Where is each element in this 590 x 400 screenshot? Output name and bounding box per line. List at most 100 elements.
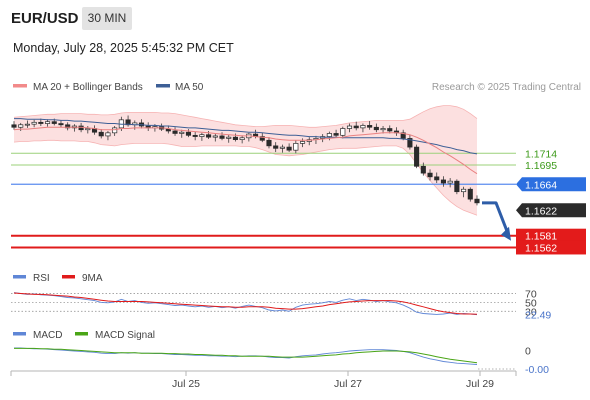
ma20-line (13, 126, 478, 175)
candle-body (259, 136, 265, 141)
pivot-label: 1.1664 (525, 179, 557, 191)
legend-rsi-label: RSI (33, 273, 50, 284)
candle-body (346, 125, 353, 129)
candle-body (414, 146, 420, 167)
candle-body (286, 146, 292, 151)
time-axis: Jul 25 Jul 27 Jul 29 (10, 371, 517, 390)
candle-body (232, 136, 238, 141)
candle-body (58, 123, 64, 126)
support-badge-4 (516, 228, 586, 243)
rsi-tick-70: 70 (525, 288, 537, 300)
legend-macd-label: MACD (33, 330, 62, 341)
candle-body (226, 136, 232, 139)
macd-panel: 0 -0.00 (14, 346, 549, 376)
candle-body (18, 124, 24, 128)
timeframe-button[interactable]: 30 MIN (82, 7, 132, 30)
candle-body (51, 121, 57, 124)
candle-body (65, 124, 71, 129)
time-axis-label-0: Jul 25 (172, 378, 200, 390)
candle-body (219, 135, 225, 139)
moving-averages (13, 118, 478, 175)
candle-body (420, 165, 426, 174)
pair-title: EUR/USD (11, 10, 79, 27)
candle-body (179, 131, 185, 134)
legend-macd-swatch (13, 332, 26, 336)
time-axis-label-2: Jul 29 (466, 378, 494, 390)
rsi-tick-30: 30 (525, 306, 537, 318)
bollinger-fill (14, 105, 477, 216)
legend-bollinger-swatch (13, 84, 27, 88)
candle-body (387, 128, 393, 132)
candle-body (165, 128, 171, 132)
candle-body (239, 137, 245, 141)
candle-body (353, 125, 359, 129)
candle-body (212, 135, 218, 138)
legend-macd-signal-label: MACD Signal (95, 330, 155, 341)
candle-body (427, 172, 433, 178)
candle-body (266, 139, 272, 147)
candle-body (434, 176, 440, 181)
candle-body (192, 134, 198, 137)
candle-body (474, 198, 480, 204)
legend-ma50-swatch (156, 84, 170, 88)
copyright-text: Research © 2025 Trading Central (432, 82, 581, 93)
support-label-5: 1.1562 (525, 242, 557, 254)
candle-body (279, 146, 285, 149)
candle-body (105, 132, 111, 137)
rsi-tick-50: 50 (525, 297, 537, 309)
candle-body (206, 134, 212, 138)
target-arrow-head (501, 226, 511, 241)
candle-body (98, 131, 104, 137)
candle-body (454, 180, 460, 193)
candle-body (333, 133, 339, 136)
candle-body (407, 138, 413, 148)
macd-last-value: -0.00 (525, 364, 549, 376)
candle-body (373, 126, 379, 131)
legend-bollinger-label: MA 20 + Bollinger Bands (33, 82, 143, 93)
macd-tick-0: 0 (525, 346, 531, 358)
candle-body (273, 145, 279, 149)
candle-body (38, 121, 44, 124)
legend-macd-signal-swatch (75, 332, 88, 336)
candle-body (340, 128, 346, 136)
target-arrow-line (482, 201, 510, 235)
candle-body (45, 121, 51, 124)
candle-body (467, 188, 473, 200)
candle-body (447, 180, 453, 184)
price-levels (11, 152, 516, 249)
candle-body (299, 141, 306, 144)
rsi-line (13, 292, 478, 316)
candle-body (199, 134, 205, 137)
candle-body (185, 131, 192, 136)
candle-body (125, 119, 131, 126)
candle-body (367, 125, 373, 128)
support-label-4: 1.1581 (525, 231, 557, 243)
time-axis-label-1: Jul 27 (334, 378, 362, 390)
legend-ma50-label: MA 50 (175, 82, 204, 93)
target-arrow (482, 201, 511, 241)
candle-body (326, 133, 332, 137)
last-price-badge (516, 203, 586, 218)
resistance-label-1: 1.1695 (525, 160, 557, 172)
legend-rsi-ma-label: 9MA (82, 273, 103, 284)
bollinger-lower-line (13, 139, 478, 216)
resistance-label-0: 1.1714 (525, 148, 557, 160)
candle-body (380, 128, 386, 131)
legend-rsi-swatch (13, 275, 26, 279)
bollinger-upper-line (13, 105, 478, 128)
candle-body (24, 123, 30, 126)
candle-body (440, 179, 446, 184)
pivot-badge (516, 177, 586, 192)
candle-body (11, 124, 17, 128)
candle-body (85, 128, 91, 131)
datetime-label: Monday, July 28, 2025 5:45:32 PM CET (13, 41, 234, 55)
candle-body (400, 132, 406, 139)
candle-body (172, 130, 178, 134)
candle-body (31, 121, 37, 125)
rsi-last-value: 22.49 (525, 310, 551, 322)
support-badge-5 (516, 240, 586, 255)
bollinger-bands (13, 105, 478, 216)
